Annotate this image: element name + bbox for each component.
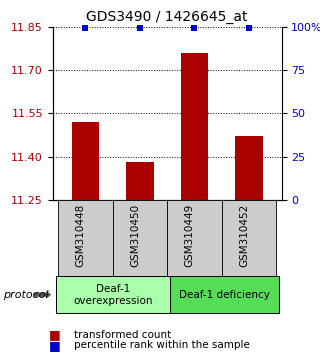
Bar xyxy=(235,136,262,200)
Text: ■: ■ xyxy=(49,328,60,341)
Text: GSM310450: GSM310450 xyxy=(130,204,140,267)
Text: Deaf-1 deficiency: Deaf-1 deficiency xyxy=(179,290,270,300)
Title: GDS3490 / 1426645_at: GDS3490 / 1426645_at xyxy=(86,10,248,24)
Bar xyxy=(126,162,154,200)
Text: GSM310449: GSM310449 xyxy=(184,204,195,267)
Text: ■: ■ xyxy=(49,339,60,352)
Text: GSM310452: GSM310452 xyxy=(239,204,249,267)
Bar xyxy=(181,52,208,200)
Text: GSM310448: GSM310448 xyxy=(76,204,85,267)
Bar xyxy=(72,122,99,200)
Text: Deaf-1
overexpression: Deaf-1 overexpression xyxy=(73,284,152,306)
Text: percentile rank within the sample: percentile rank within the sample xyxy=(74,340,250,350)
Text: protocol: protocol xyxy=(3,290,49,300)
Text: transformed count: transformed count xyxy=(74,330,171,339)
